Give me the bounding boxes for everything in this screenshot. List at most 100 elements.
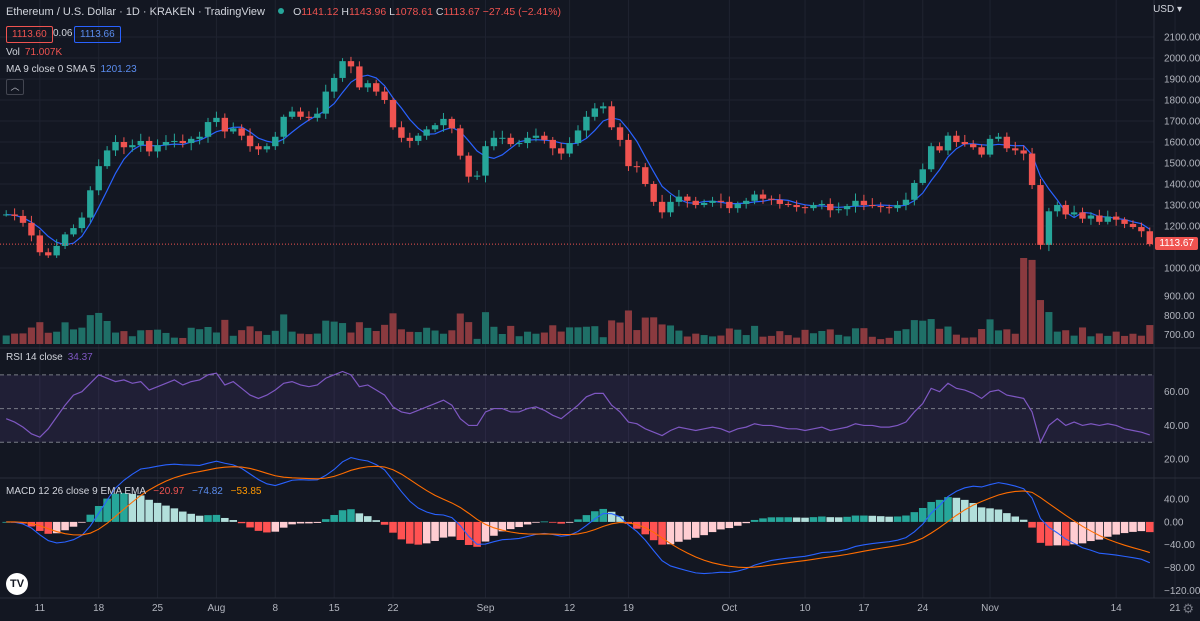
candle-body [557,148,565,154]
time-tick-label: 18 [93,603,105,614]
macd-histogram-bar [792,517,801,522]
tradingview-logo-icon[interactable]: TV [6,573,28,595]
volume-bar [263,334,271,344]
candle-body [574,130,582,144]
candle-body [103,150,111,167]
candle-body [810,205,817,209]
candle-body [1037,185,1044,245]
volume-bar [902,329,910,344]
macd-histogram-bar [237,521,246,524]
volume-bar [978,329,986,344]
volume-bar [179,337,187,344]
volume-bar [616,322,624,344]
symbol-title[interactable]: Ethereum / U.S. Dollar · 1D · KRAKEN · T… [6,6,265,18]
volume-bar [431,330,439,344]
volume-bar [885,337,893,344]
candle-body [1045,211,1053,245]
buy-button[interactable]: 1113.66 [74,26,121,43]
time-tick-label: 19 [623,603,635,614]
volume-bar [700,335,708,344]
volume-bar [936,328,944,344]
volume-bar [851,328,860,344]
volume-legend[interactable]: Vol 71.007K [6,47,63,58]
macd-histogram-bar [616,516,624,522]
volume-bar [221,319,229,344]
volume-bar [944,326,952,344]
candle-body [213,117,220,123]
volume-tick-label: 700.00 [1164,330,1195,341]
macd-histogram-bar [1011,516,1020,522]
macd-histogram-bar [574,519,582,522]
volume-bar [397,329,405,344]
ma-legend[interactable]: MA 9 close 0 SMA 5 1201.23 [6,64,137,75]
macd-histogram-bar [767,517,776,522]
time-tick-label: 22 [387,603,399,614]
candle-body [1104,216,1111,222]
macd-histogram-bar [809,517,818,522]
candle-body [255,146,262,150]
volume-bar [1028,259,1036,344]
candle-body [961,142,968,145]
candle-body [1062,205,1069,215]
sell-button[interactable]: 1113.60 [6,26,53,43]
macd-histogram-bar [195,515,204,522]
macd-histogram-bar [162,505,170,522]
candle-body [381,91,388,100]
macd-histogram-bar [229,520,238,522]
collapse-legend-icon[interactable]: ︿ [6,79,24,95]
candle-body [600,106,607,109]
macd-histogram-bar [994,509,1003,522]
volume-bar [793,337,801,344]
volume-bar [566,327,574,344]
macd-histogram-bar [691,521,700,538]
time-tick-label: Oct [722,603,738,614]
spread-value: 0.06 [53,28,73,39]
candle-body [473,175,481,177]
candle-body [877,206,884,208]
rsi-legend[interactable]: RSI 14 close 34.37 [6,352,93,363]
macd-histogram-bar [876,516,885,522]
volume-bar [120,331,128,344]
candle-body [515,143,523,145]
time-tick-label: 11 [35,603,46,614]
volume-bar [347,332,355,344]
candle-body [305,116,313,118]
candle-body [95,166,102,191]
volume-bar [271,330,279,344]
macd-histogram-bar [961,499,969,522]
macd-histogram-bar [288,521,296,525]
candle-body [927,146,935,170]
candle-body [970,144,977,148]
volume-bar [818,330,826,344]
candle-body [129,145,136,148]
macd-histogram-bar [523,521,532,525]
candle-body [448,118,456,129]
macd-histogram-bar [532,521,540,523]
volume-bar [414,332,422,344]
candle-body [818,203,826,205]
settings-gear-icon[interactable]: ⚙ [1182,601,1194,616]
candle-body [61,234,69,246]
candle-body [288,111,296,117]
candle-body [230,128,237,132]
volume-bar [288,331,296,344]
macd-histogram-bar [506,521,515,530]
macd-histogram-bar [666,521,675,545]
volume-tick-label: 800.00 [1164,311,1195,322]
macd-histogram-bar [1061,521,1070,546]
candle-body [406,137,414,141]
macd-histogram-bar [1078,521,1087,544]
time-tick-label: 15 [329,603,341,614]
candle-body [145,140,153,152]
macd-histogram-bar [330,514,338,522]
macd-histogram-bar [649,521,658,541]
candle-body [726,201,733,209]
macd-histogram-bar [540,521,549,523]
macd-histogram-bar [1112,521,1120,535]
macd-tick-label: 0.00 [1164,517,1184,528]
ma-line [6,74,1151,246]
volume-bar [666,325,675,344]
macd-legend[interactable]: MACD 12 26 close 9 EMA EMA −20.97 −74.82… [6,486,262,497]
currency-selector[interactable]: USD ▾ [1153,4,1182,15]
